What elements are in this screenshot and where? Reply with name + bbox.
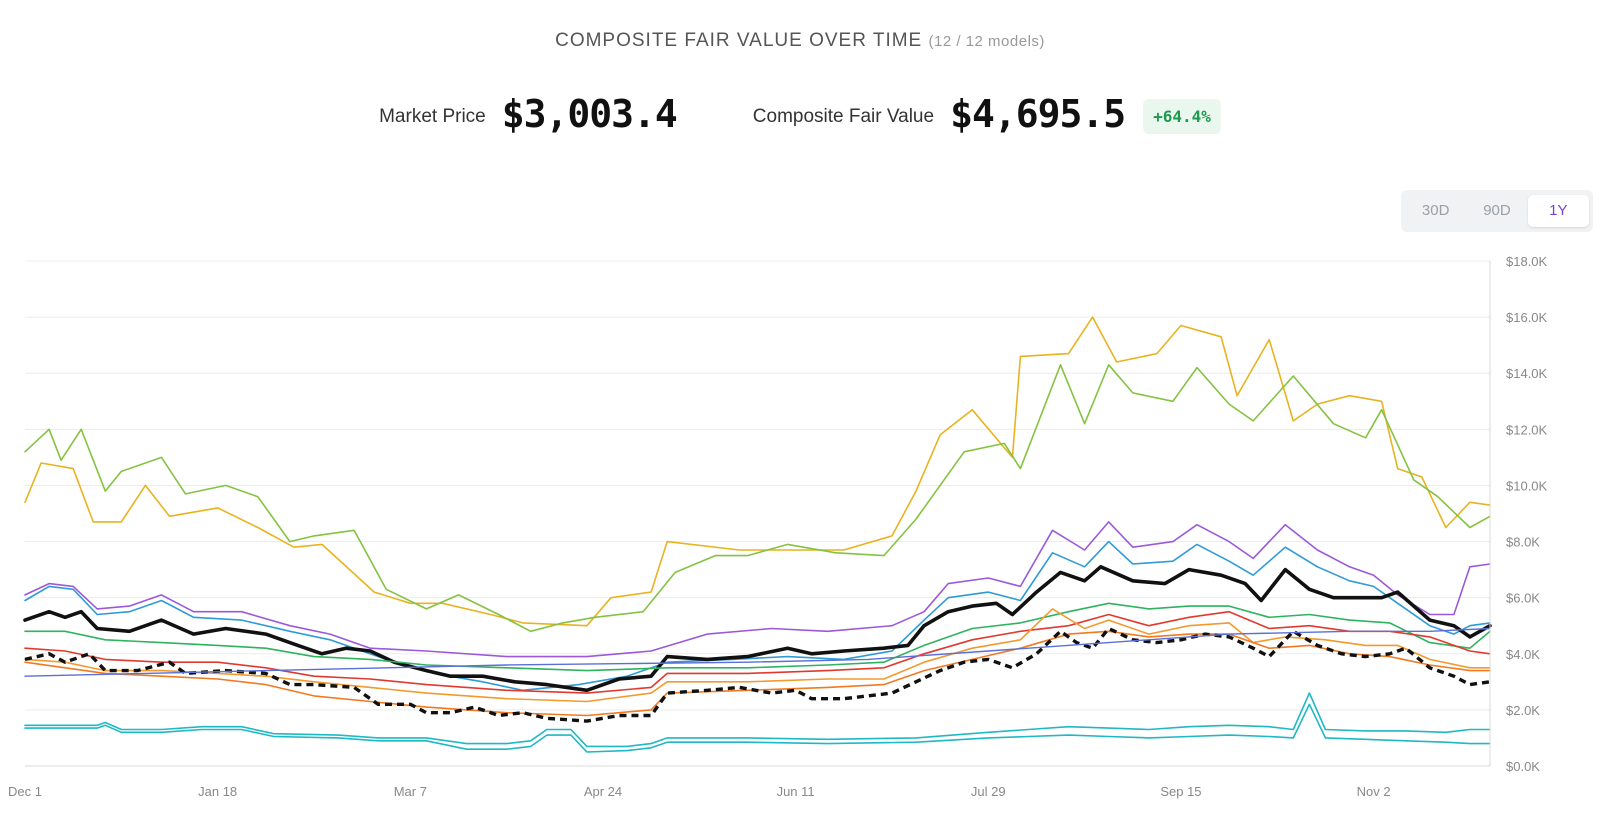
x-tick-label: Nov 2 <box>1357 784 1391 799</box>
y-tick-label: $4.0K <box>1506 647 1540 662</box>
x-tick-label: Mar 7 <box>394 784 427 799</box>
grid <box>25 260 1490 767</box>
x-axis: Dec 1 Jan 18 Mar 7 Apr 24 Jun 11 Jul 29 Sep 15… <box>8 784 1391 799</box>
fair-value-value: $4,695.5 <box>950 92 1126 136</box>
y-axis: $0.0K $2.0K $4.0K $6.0K $8.0K $10.0K $12.0K $14… <box>1489 254 1548 774</box>
x-tick-label: Jul 29 <box>971 784 1006 799</box>
models-count: (12 / 12 models) <box>928 33 1045 50</box>
fair-value-stat: Composite Fair Value $4,695.5 +64.4% <box>753 92 1221 136</box>
fair-value-label: Composite Fair Value <box>752 106 935 127</box>
x-tick-label: Dec 1 <box>8 784 42 799</box>
series-line-12 <box>24 703 1491 753</box>
series-line-2 <box>24 521 1491 658</box>
y-tick-label: $2.0K <box>1506 703 1540 718</box>
market-price-value: $3,003.4 <box>501 92 678 136</box>
series-line-8 <box>24 630 1491 717</box>
y-tick-label: $6.0K <box>1506 591 1540 606</box>
series-line-3 <box>24 540 1491 692</box>
series-line-11 <box>24 692 1491 748</box>
y-tick-label: $12.0K <box>1506 422 1548 437</box>
series-line-4 <box>23 565 1492 693</box>
x-tick-label: Sep 15 <box>1160 784 1201 799</box>
x-tick-label: Apr 24 <box>584 784 622 799</box>
y-tick-label: $14.0K <box>1506 366 1548 381</box>
series-line-0 <box>24 316 1491 627</box>
series-line-9 <box>24 626 1491 723</box>
series-line-7 <box>24 608 1491 703</box>
range-30d-button[interactable]: 30D <box>1421 202 1450 219</box>
market-price-label: Market Price <box>379 106 486 127</box>
series-lines <box>23 316 1492 753</box>
series-line-6 <box>24 610 1491 694</box>
chart-title-text: COMPOSITE FAIR VALUE OVER TIME <box>555 30 923 51</box>
series-line-1 <box>24 364 1491 633</box>
range-90d-button[interactable]: 90D <box>1483 202 1511 219</box>
x-tick-label: Jan 18 <box>198 784 237 799</box>
range-selector: 30D 90D 1Y <box>1401 190 1593 232</box>
y-tick-label: $8.0K <box>1506 535 1540 550</box>
y-tick-label: $0.0K <box>1506 759 1540 774</box>
market-price-stat: Market Price $3,003.4 <box>379 92 678 136</box>
x-tick-label: Jun 11 <box>777 784 815 799</box>
premium-badge: +64.4% <box>1143 98 1221 134</box>
chart-title: COMPOSITE FAIR VALUE OVER TIME (12 / 12 … <box>0 30 1600 52</box>
series-line-10 <box>24 627 1491 677</box>
y-tick-label: $10.0K <box>1506 478 1548 493</box>
y-tick-label: $18.0K <box>1506 254 1548 269</box>
stats-bar: Market Price $3,003.4 Composite Fair Val… <box>0 92 1600 136</box>
series-line-5 <box>24 602 1491 672</box>
range-1y-button[interactable]: 1Y <box>1527 195 1589 227</box>
y-tick-label: $16.0K <box>1506 310 1548 325</box>
